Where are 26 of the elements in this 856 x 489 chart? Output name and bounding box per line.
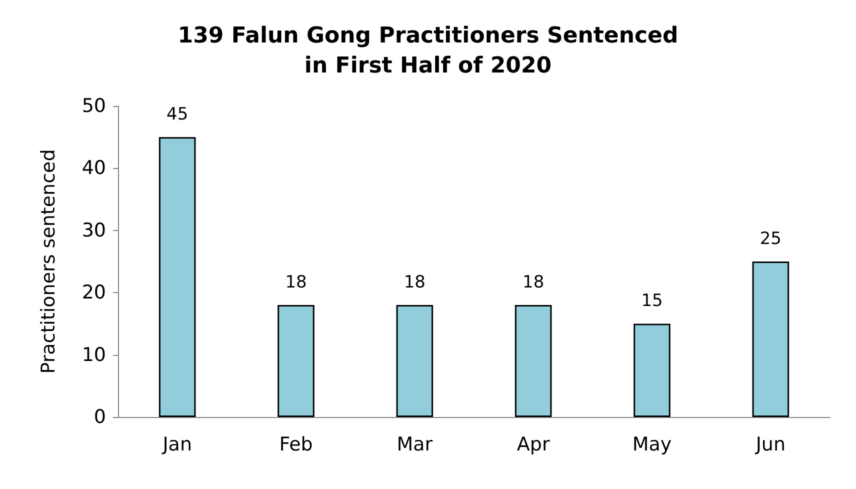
data-label: 15 — [641, 291, 663, 312]
y-tick-label: 50 — [82, 95, 106, 117]
bar — [158, 137, 196, 417]
data-label: 18 — [285, 272, 307, 293]
bar — [278, 305, 314, 417]
y-tick-label: 20 — [82, 282, 106, 304]
y-tick-label: 40 — [82, 157, 106, 180]
x-tick-label: Apr — [516, 434, 550, 456]
chart-title: 139 Falun Gong Practitioners Sentenced in First Half of 2020 — [178, 24, 678, 78]
bar — [396, 305, 434, 417]
y-tick-label: 30 — [82, 219, 106, 242]
data-label: 45 — [166, 104, 188, 125]
y-axis-title: Practitioners sentenced — [38, 149, 60, 374]
y-tick-label: 0 — [94, 406, 106, 428]
x-tick-label: May — [632, 434, 672, 456]
bar — [514, 305, 552, 417]
data-label: 25 — [760, 229, 782, 249]
y-tick-label: 10 — [82, 344, 106, 366]
x-tick-label: Feb — [279, 434, 313, 456]
x-tick-label: Jun — [754, 434, 786, 456]
data-label: 18 — [522, 272, 544, 293]
bar — [634, 324, 670, 417]
x-tick-label: Mar — [396, 434, 433, 456]
x-tick-label: Jan — [162, 434, 192, 456]
bar — [752, 262, 790, 417]
data-label: 18 — [404, 272, 426, 293]
